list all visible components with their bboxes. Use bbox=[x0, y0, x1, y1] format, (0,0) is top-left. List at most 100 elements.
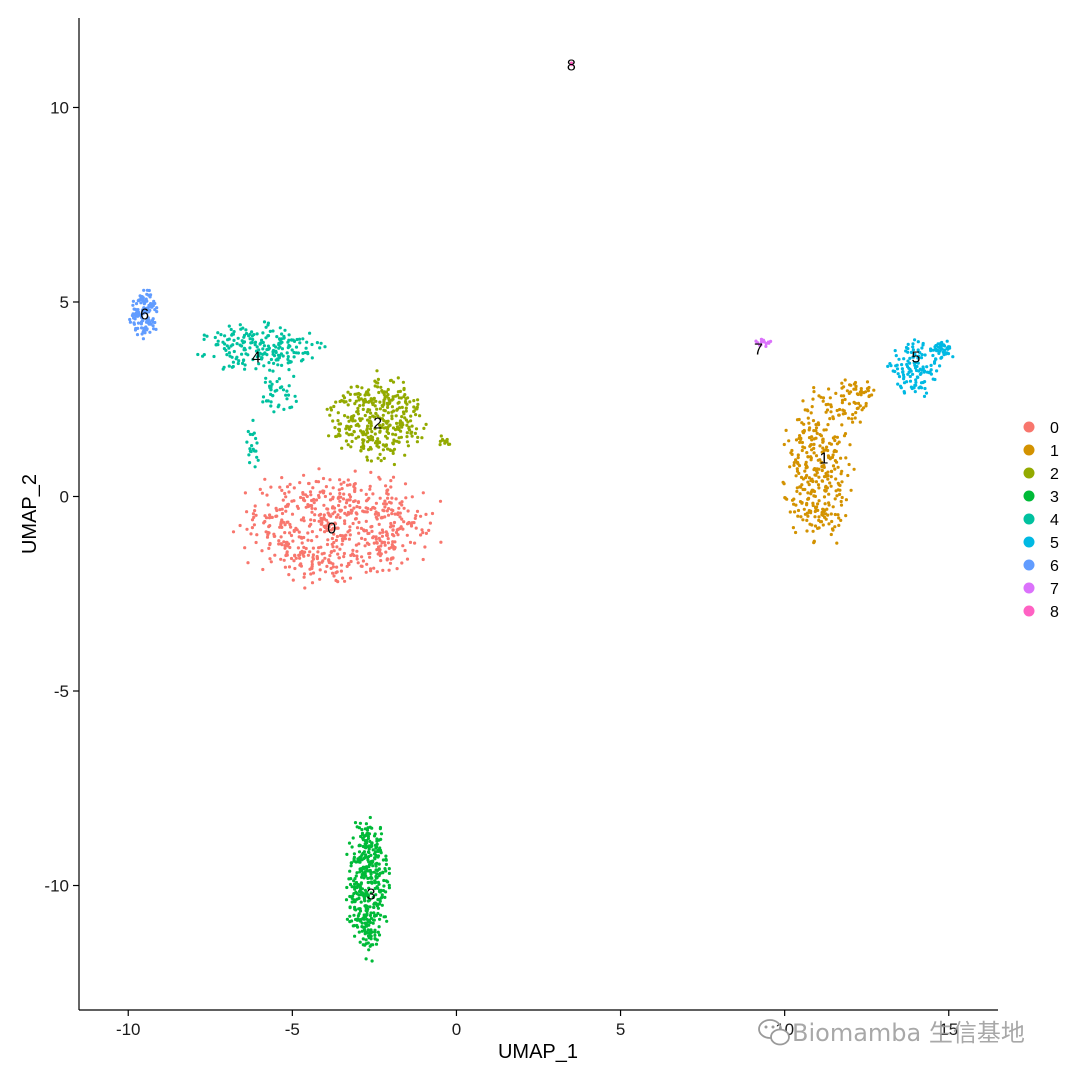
point-cluster-3 bbox=[358, 860, 362, 864]
point-cluster-2 bbox=[354, 436, 358, 440]
point-cluster-0 bbox=[263, 519, 267, 524]
point-cluster-0 bbox=[269, 515, 273, 519]
point-cluster-0 bbox=[343, 579, 347, 583]
point-cluster-5 bbox=[929, 363, 933, 367]
point-cluster-3 bbox=[364, 874, 368, 878]
point-cluster-0 bbox=[378, 496, 382, 500]
point-cluster-2 bbox=[337, 432, 341, 436]
point-cluster-3 bbox=[355, 885, 359, 889]
legend-label-3: 3 bbox=[1050, 489, 1059, 506]
point-cluster-2 bbox=[398, 406, 402, 410]
y-tick-label: 10 bbox=[50, 98, 69, 117]
point-cluster-2 bbox=[391, 397, 395, 401]
watermark: Biomamba 生信基地 bbox=[758, 1019, 1025, 1047]
cluster-labels-layer: 0 1 2 3 4 5 6 7 8 bbox=[140, 58, 920, 904]
point-cluster-1 bbox=[805, 503, 809, 507]
point-cluster-1 bbox=[813, 524, 818, 528]
point-cluster-3 bbox=[387, 871, 391, 876]
point-cluster-0 bbox=[421, 491, 425, 495]
point-cluster-1 bbox=[853, 401, 858, 405]
point-cluster-3 bbox=[364, 853, 368, 857]
point-cluster-0 bbox=[309, 572, 313, 576]
point-cluster-6 bbox=[142, 328, 147, 332]
point-cluster-3 bbox=[348, 894, 352, 899]
point-cluster-4 bbox=[290, 348, 294, 352]
point-cluster-4 bbox=[261, 340, 265, 345]
point-cluster-6 bbox=[145, 317, 149, 322]
point-cluster-0 bbox=[245, 510, 249, 514]
point-cluster-3 bbox=[355, 892, 359, 896]
point-cluster-1 bbox=[826, 513, 830, 517]
point-cluster-2 bbox=[379, 425, 383, 429]
point-cluster-5 bbox=[894, 354, 898, 358]
point-cluster-3 bbox=[363, 943, 367, 947]
point-cluster-1 bbox=[840, 398, 845, 402]
point-cluster-0 bbox=[246, 561, 250, 565]
point-cluster-0 bbox=[377, 475, 381, 479]
point-cluster-0 bbox=[279, 535, 283, 539]
point-cluster-3 bbox=[370, 841, 374, 845]
point-cluster-1 bbox=[798, 492, 802, 496]
point-cluster-2 bbox=[404, 401, 408, 405]
point-cluster-0 bbox=[374, 535, 378, 539]
point-cluster-4 bbox=[285, 389, 289, 393]
point-cluster-3 bbox=[359, 900, 363, 904]
point-cluster-3 bbox=[372, 902, 376, 906]
point-cluster-3 bbox=[363, 834, 367, 838]
point-cluster-5 bbox=[911, 342, 915, 346]
point-cluster-6 bbox=[151, 324, 155, 328]
point-cluster-2 bbox=[414, 413, 418, 417]
point-cluster-3 bbox=[387, 883, 391, 887]
point-cluster-4 bbox=[221, 340, 225, 344]
point-cluster-1 bbox=[799, 437, 803, 441]
point-cluster-4 bbox=[292, 350, 296, 355]
point-cluster-2 bbox=[375, 369, 379, 373]
point-cluster-3 bbox=[367, 855, 371, 859]
point-cluster-1 bbox=[813, 515, 817, 519]
point-cluster-0 bbox=[311, 546, 315, 550]
point-cluster-1 bbox=[796, 514, 800, 518]
point-cluster-4 bbox=[274, 358, 278, 362]
point-cluster-3 bbox=[373, 930, 377, 934]
point-cluster-6 bbox=[144, 325, 148, 329]
legend-label-8: 8 bbox=[1050, 604, 1059, 621]
point-cluster-3 bbox=[350, 845, 354, 849]
point-cluster-0 bbox=[310, 539, 314, 543]
point-cluster-5 bbox=[951, 355, 955, 359]
point-cluster-4 bbox=[196, 352, 200, 357]
point-cluster-1 bbox=[825, 408, 830, 412]
point-cluster-2 bbox=[383, 444, 387, 448]
point-cluster-0 bbox=[279, 557, 283, 561]
point-cluster-1 bbox=[821, 438, 825, 442]
point-cluster-2 bbox=[396, 393, 400, 397]
point-cluster-4 bbox=[285, 397, 289, 401]
point-cluster-3 bbox=[345, 917, 349, 921]
point-cluster-1 bbox=[811, 419, 816, 423]
point-cluster-2 bbox=[404, 409, 408, 413]
point-cluster-0 bbox=[396, 533, 400, 537]
point-cluster-0 bbox=[322, 516, 326, 520]
point-cluster-2 bbox=[367, 421, 371, 425]
point-cluster-1 bbox=[859, 387, 863, 391]
point-cluster-0 bbox=[288, 482, 292, 486]
point-cluster-5 bbox=[923, 386, 927, 391]
point-cluster-2 bbox=[400, 421, 404, 425]
point-cluster-1 bbox=[801, 518, 805, 522]
point-cluster-1 bbox=[822, 428, 826, 432]
point-cluster-0 bbox=[405, 533, 409, 537]
point-cluster-3 bbox=[364, 908, 368, 913]
point-cluster-2 bbox=[374, 411, 378, 415]
point-cluster-0 bbox=[343, 505, 347, 509]
point-cluster-1 bbox=[822, 508, 826, 512]
point-cluster-1 bbox=[845, 389, 850, 393]
point-cluster-3 bbox=[358, 940, 362, 944]
point-cluster-0 bbox=[308, 550, 312, 554]
point-cluster-1 bbox=[806, 416, 810, 420]
point-cluster-2 bbox=[376, 381, 380, 385]
point-cluster-1 bbox=[843, 378, 847, 382]
point-cluster-3 bbox=[360, 872, 364, 877]
point-cluster-0 bbox=[340, 487, 344, 491]
point-cluster-1 bbox=[838, 407, 842, 412]
point-cluster-1 bbox=[851, 412, 855, 417]
point-cluster-2 bbox=[424, 422, 428, 426]
